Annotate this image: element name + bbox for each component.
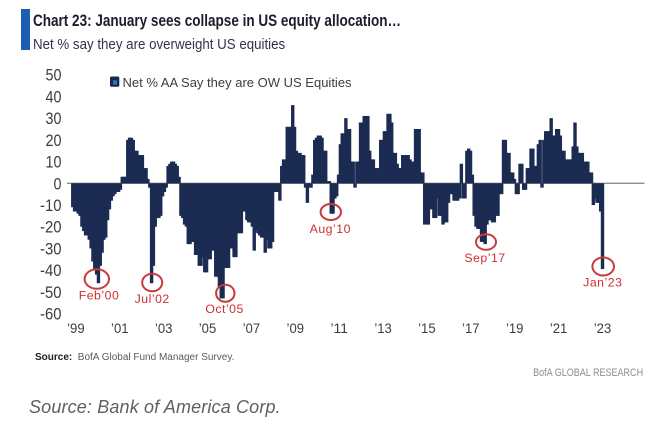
svg-text:Oct’05: Oct’05 [205, 302, 244, 316]
svg-text:0: 0 [54, 175, 62, 193]
svg-text:-50: -50 [40, 284, 62, 302]
svg-text:’17: ’17 [462, 320, 480, 336]
svg-text:’09: ’09 [287, 320, 305, 336]
svg-text:Sep’17: Sep’17 [464, 251, 505, 265]
svg-text:Jan’23: Jan’23 [583, 276, 622, 290]
svg-text:’05: ’05 [199, 320, 217, 336]
svg-text:Net % AA Say they are OW US Eq: Net % AA Say they are OW US Equities [123, 75, 353, 90]
svg-text:-60: -60 [40, 306, 62, 324]
svg-text:Feb’00: Feb’00 [79, 289, 120, 303]
svg-text:’13: ’13 [374, 320, 392, 336]
svg-text:30: 30 [46, 110, 62, 128]
svg-text:-20: -20 [40, 219, 62, 237]
svg-text:20: 20 [46, 132, 62, 150]
svg-text:’03: ’03 [155, 320, 173, 336]
svg-text:’07: ’07 [243, 320, 261, 336]
svg-text:’01: ’01 [111, 320, 129, 336]
svg-text:’11: ’11 [330, 320, 348, 336]
svg-text:’23: ’23 [594, 320, 612, 336]
svg-text:10: 10 [46, 154, 62, 172]
svg-text:’19: ’19 [506, 320, 524, 336]
svg-text:40: 40 [46, 88, 62, 106]
svg-text:’99: ’99 [67, 320, 85, 336]
svg-text:Aug’10: Aug’10 [310, 222, 351, 236]
svg-text:-40: -40 [40, 262, 62, 280]
svg-text:’15: ’15 [418, 320, 436, 336]
svg-text:-30: -30 [40, 241, 62, 259]
svg-text:50: 50 [46, 67, 62, 85]
svg-text:’21: ’21 [550, 320, 568, 336]
svg-text:Jul’02: Jul’02 [135, 292, 170, 306]
svg-text:-10: -10 [40, 197, 62, 215]
